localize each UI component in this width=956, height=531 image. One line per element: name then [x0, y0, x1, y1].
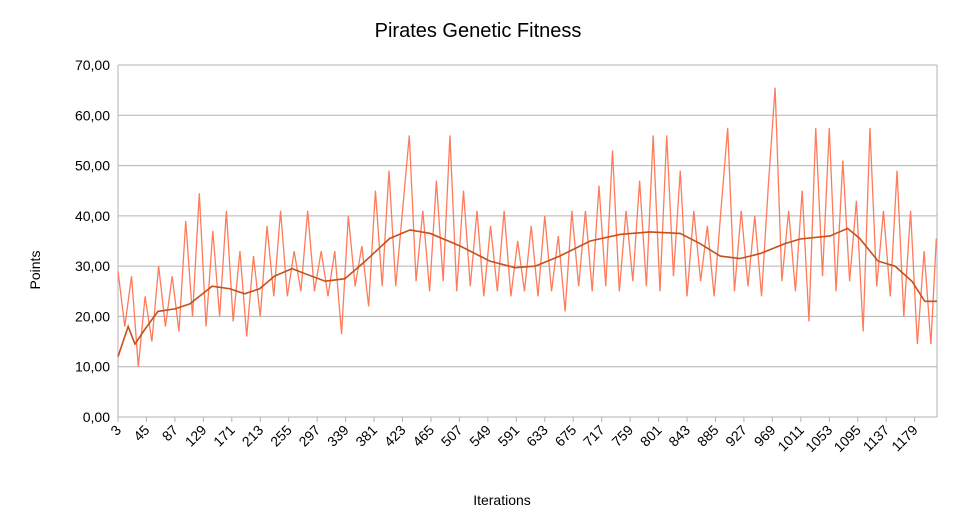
x-tick-label: 297	[295, 422, 323, 450]
x-tick-label: 423	[381, 422, 409, 450]
x-tick-label: 1011	[774, 422, 807, 455]
y-tick-label: 70,00	[75, 57, 110, 73]
x-tick-label: 969	[751, 422, 779, 450]
x-tick-label: 759	[608, 422, 636, 450]
y-tick-label: 60,00	[75, 107, 110, 123]
x-tick-label: 591	[495, 422, 523, 450]
series-line	[117, 87, 937, 367]
y-tick-label: 0,00	[83, 409, 110, 425]
series-line	[117, 227, 937, 357]
x-tick-label: 129	[182, 422, 210, 450]
y-axis-label: Points	[27, 251, 43, 290]
x-tick-label: 717	[580, 422, 608, 450]
x-tick-label: 927	[722, 422, 750, 450]
x-tick-label: 549	[466, 422, 494, 450]
y-tick-label: 30,00	[75, 258, 110, 274]
x-tick-label: 1095	[831, 422, 864, 455]
x-tick-label: 213	[239, 422, 267, 450]
x-tick-label: 1179	[888, 422, 921, 455]
x-tick-label: 3	[107, 422, 124, 439]
x-tick-label: 339	[324, 422, 352, 450]
x-tick-label: 171	[210, 422, 238, 450]
x-tick-label: 381	[352, 422, 380, 450]
x-tick-label: 633	[523, 422, 551, 450]
y-tick-label: 20,00	[75, 308, 110, 324]
x-tick-label: 507	[438, 422, 466, 450]
x-axis-label: Iterations	[473, 492, 531, 508]
x-tick-label: 45	[130, 422, 152, 444]
x-tick-label: 465	[409, 422, 437, 450]
y-tick-label: 10,00	[75, 359, 110, 375]
chart-title: Pirates Genetic Fitness	[375, 20, 582, 42]
x-tick-label: 885	[694, 422, 722, 450]
x-tick-label: 255	[267, 422, 295, 450]
y-tick-label: 50,00	[75, 158, 110, 174]
x-tick-label: 801	[637, 422, 665, 450]
x-tick-label: 87	[159, 422, 181, 444]
x-tick-label: 1053	[802, 422, 835, 455]
y-tick-label: 40,00	[75, 208, 110, 224]
x-tick-label: 675	[552, 422, 580, 450]
x-tick-label: 1137	[860, 422, 893, 455]
x-tick-label: 843	[665, 422, 693, 450]
